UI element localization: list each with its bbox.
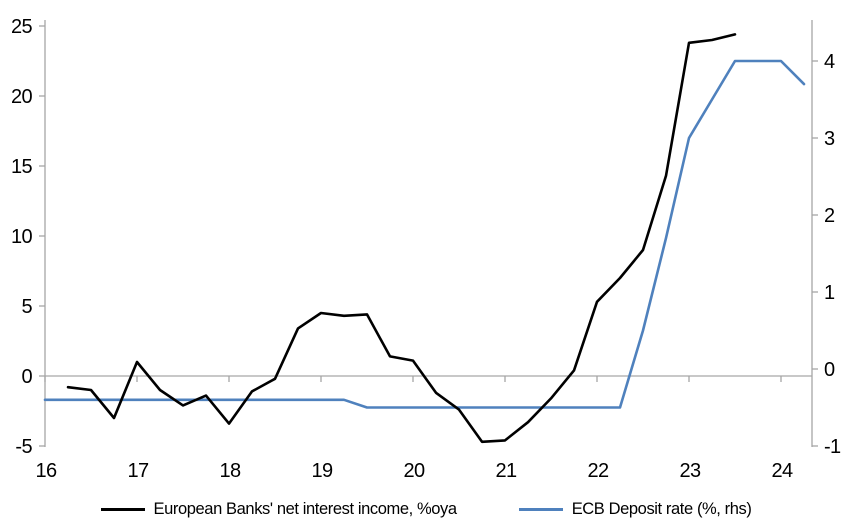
x-axis-tick-label: 21 [495, 460, 517, 482]
x-axis-tick-label: 17 [127, 460, 149, 482]
left-axis-tick-label: 10 [11, 226, 33, 248]
x-axis-tick-label: 23 [679, 460, 701, 482]
ecb-deposit-rate-line-swatch [518, 508, 563, 511]
right-axis-tick-label: 1 [824, 282, 835, 304]
ecb-deposit-rate-line [43, 59, 806, 409]
legend-label-ecb-deposit-rate: ECB Deposit rate (%, rhs) [571, 500, 752, 518]
legend-label-net-interest-income: European Banks' net interest income, %oy… [153, 500, 458, 518]
right-axis-tick-label: 4 [824, 51, 835, 73]
x-axis-tick-label: 22 [587, 460, 609, 482]
left-axis-tick-label: 20 [11, 86, 33, 108]
left-axis-tick-label: -5 [15, 436, 32, 458]
net-interest-income-line [66, 33, 737, 444]
legend-item-ecb-deposit-rate: ECB Deposit rate (%, rhs) [518, 500, 752, 519]
right-axis-tick-label: -1 [824, 436, 841, 458]
x-axis-tick-label: 19 [311, 460, 333, 482]
x-axis-tick-label: 24 [771, 460, 793, 482]
left-axis-tick-label: 15 [11, 156, 33, 178]
left-axis-tick-label: 5 [21, 296, 32, 318]
left-axis-tick-label: 25 [11, 16, 33, 38]
legend-item-net-interest-income: European Banks' net interest income, %oy… [100, 500, 458, 519]
right-axis-tick-label: 3 [824, 128, 835, 150]
right-axis-tick-label: 2 [824, 205, 835, 227]
right-axis-tick-label: 0 [824, 359, 835, 381]
x-axis-tick-label: 16 [35, 460, 57, 482]
left-axis-tick-label: 0 [21, 366, 32, 388]
x-axis-tick-label: 18 [219, 460, 241, 482]
chart-legend: European Banks' net interest income, %oy… [0, 500, 852, 519]
x-axis-tick-label: 20 [403, 460, 425, 482]
net-interest-income-line-swatch [100, 508, 145, 511]
